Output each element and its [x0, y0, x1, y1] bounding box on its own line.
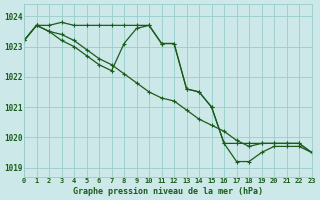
X-axis label: Graphe pression niveau de la mer (hPa): Graphe pression niveau de la mer (hPa) — [73, 187, 263, 196]
